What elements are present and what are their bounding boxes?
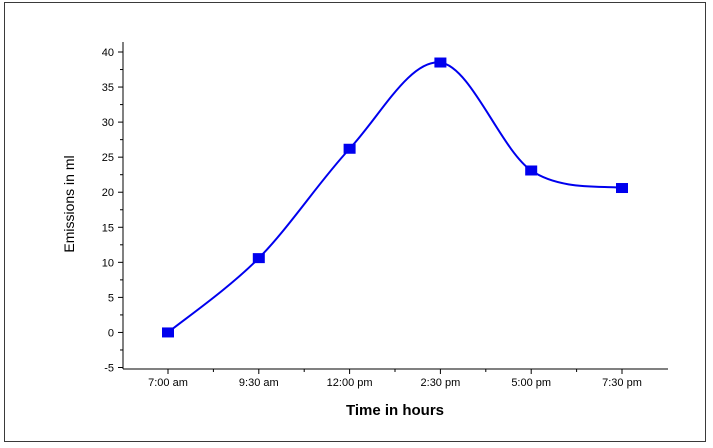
y-tick-label: 35	[102, 82, 114, 94]
data-point-marker	[525, 165, 537, 175]
data-point-marker	[616, 183, 628, 193]
y-tick-label: 20	[102, 187, 114, 199]
y-axis-title: Emissions in ml	[61, 155, 77, 252]
plot-area: -5 0 5 10 15 20 25 30 35 40 7:00 am 9:30 am 12:00 pm…	[102, 42, 668, 389]
x-tick-label: 2:30 pm	[421, 377, 461, 389]
data-point-marker	[344, 144, 356, 154]
x-tick-label: 12:00 pm	[327, 377, 373, 389]
x-tick-label: 9:30 am	[239, 377, 279, 389]
y-tick-label: -5	[104, 363, 114, 375]
y-tick-label: 0	[108, 327, 114, 339]
y-tick-label: 40	[102, 47, 114, 59]
y-tick-label: 10	[102, 257, 114, 269]
x-tick-label: 7:00 am	[148, 377, 188, 389]
data-point-marker	[162, 327, 174, 337]
data-point-marker	[434, 58, 446, 68]
x-tick-label: 7:30 pm	[602, 377, 642, 389]
y-tick-label: 5	[108, 292, 114, 304]
series-line	[168, 62, 622, 332]
y-tick-label: 15	[102, 222, 114, 234]
x-tick-label: 5:00 pm	[511, 377, 551, 389]
data-point-marker	[253, 253, 265, 263]
y-tick-label: 25	[102, 152, 114, 164]
y-tick-label: 30	[102, 117, 114, 129]
x-axis-title: Time in hours	[346, 402, 444, 419]
